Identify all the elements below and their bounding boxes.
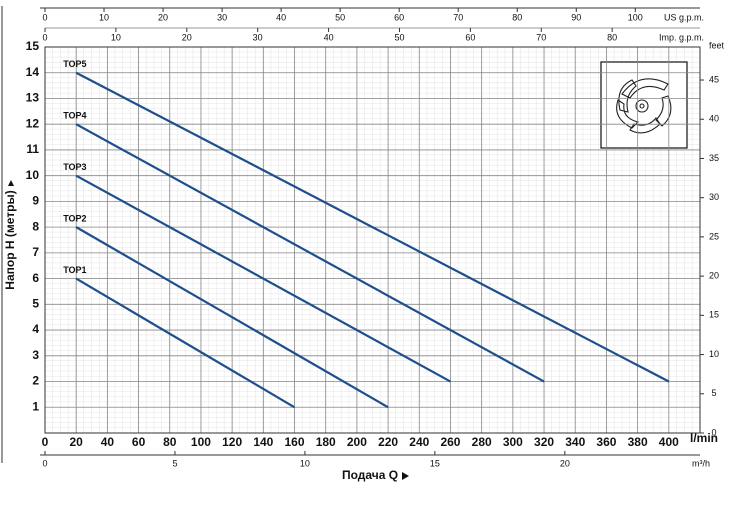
bottom-tick-label: 0 — [42, 458, 47, 468]
right-axis-unit: feet — [709, 40, 725, 50]
y-tick-label: 12 — [26, 116, 40, 130]
top-tick-label: 60 — [394, 12, 404, 22]
x-tick-label: 140 — [253, 435, 273, 449]
arrow — [402, 472, 409, 480]
right-tick-label: 45 — [709, 74, 719, 84]
top-tick-label: 70 — [453, 12, 463, 22]
top-tick-label: 100 — [628, 12, 643, 22]
top-tick-label: 30 — [253, 32, 263, 42]
right-tick-label: 30 — [709, 192, 719, 202]
curve-label: TOP4 — [63, 111, 86, 121]
bottom-tick-label: 5 — [172, 458, 177, 468]
bottom-axis-unit: m³/h — [692, 458, 710, 468]
top-axis-unit: US g.p.m. — [664, 12, 704, 22]
x-tick-label: 180 — [316, 435, 336, 449]
right-tick-label: 5 — [711, 388, 716, 398]
right-tick-label: 0 — [711, 427, 716, 437]
y-tick-label: 15 — [26, 39, 40, 53]
x-tick-label: 20 — [70, 435, 84, 449]
x-tick-label: 260 — [440, 435, 460, 449]
right-tick-label: 10 — [709, 349, 719, 359]
curve — [75, 174, 452, 383]
top-tick-label: 20 — [158, 12, 168, 22]
x-tick-label: 160 — [285, 435, 305, 449]
right-tick-label: 40 — [709, 114, 719, 124]
x-tick-label: 200 — [347, 435, 367, 449]
x-tick-label: 400 — [659, 435, 679, 449]
top-tick-label: 10 — [99, 12, 109, 22]
x-tick-label: 40 — [101, 435, 115, 449]
x-axis-title: Подача Q — [342, 468, 398, 482]
minor-grid — [45, 47, 700, 433]
top-tick-label: 10 — [111, 32, 121, 42]
top-tick-label: 40 — [276, 12, 286, 22]
right-tick-label: 25 — [709, 231, 719, 241]
x-tick-label: 0 — [42, 435, 49, 449]
top-tick-label: 50 — [335, 12, 345, 22]
x-tick-label: 320 — [534, 435, 554, 449]
curve-label: TOP1 — [63, 265, 86, 275]
y-tick-label: 9 — [32, 194, 39, 208]
y-axis-title: Напор H (метры) — [3, 190, 17, 289]
top-tick-label: 40 — [324, 32, 334, 42]
x-tick-label: 80 — [163, 435, 177, 449]
curve — [75, 277, 296, 409]
top-tick-label: 70 — [536, 32, 546, 42]
top-tick-label: 0 — [42, 32, 47, 42]
x-tick-label: 340 — [565, 435, 585, 449]
plot-frame — [44, 46, 701, 434]
x-tick-label: 220 — [378, 435, 398, 449]
bottom-tick-label: 20 — [560, 458, 570, 468]
y-tick-label: 8 — [32, 219, 39, 233]
y-tick-label: 5 — [32, 297, 39, 311]
impeller-icon — [600, 61, 688, 149]
curve — [75, 123, 545, 383]
top-axis-unit: Imp. g.p.m. — [659, 32, 704, 42]
y-tick-label: 1 — [32, 399, 39, 413]
right-tick-label: 35 — [709, 153, 719, 163]
right-tick-label: 15 — [709, 310, 719, 320]
curve — [75, 71, 670, 383]
top-tick-label: 80 — [607, 32, 617, 42]
y-tick-label: 6 — [32, 271, 39, 285]
x-tick-label: 280 — [472, 435, 492, 449]
top-tick-label: 20 — [182, 32, 192, 42]
top-tick-label: 60 — [465, 32, 475, 42]
x-tick-label: 380 — [628, 435, 648, 449]
curve-label: TOP2 — [63, 214, 86, 224]
curve — [75, 226, 389, 409]
x-tick-label: 300 — [503, 435, 523, 449]
arrow — [8, 180, 14, 186]
y-tick-label: 14 — [26, 65, 40, 79]
x-unit: l/min — [690, 431, 718, 445]
y-tick-label: 2 — [32, 374, 39, 388]
x-tick-label: 240 — [409, 435, 429, 449]
right-tick-label: 20 — [709, 270, 719, 280]
x-tick-label: 100 — [191, 435, 211, 449]
y-tick-label: 10 — [26, 168, 40, 182]
top-tick-label: 30 — [217, 12, 227, 22]
x-tick-label: 360 — [596, 435, 616, 449]
top-tick-label: 80 — [512, 12, 522, 22]
y-tick-label: 7 — [32, 245, 39, 259]
y-tick-label: 13 — [26, 91, 40, 105]
curve-label: TOP3 — [63, 162, 86, 172]
top-tick-label: 50 — [394, 32, 404, 42]
curve-label: TOP5 — [63, 59, 86, 69]
x-tick-label: 120 — [222, 435, 242, 449]
y-tick-label: 11 — [26, 142, 39, 156]
x-tick-label: 60 — [132, 435, 146, 449]
bottom-tick-label: 10 — [300, 458, 310, 468]
bottom-tick-label: 15 — [430, 458, 440, 468]
y-tick-label: 4 — [32, 322, 39, 336]
y-tick-label: 3 — [32, 348, 39, 362]
top-tick-label: 0 — [42, 12, 47, 22]
top-tick-label: 90 — [571, 12, 581, 22]
